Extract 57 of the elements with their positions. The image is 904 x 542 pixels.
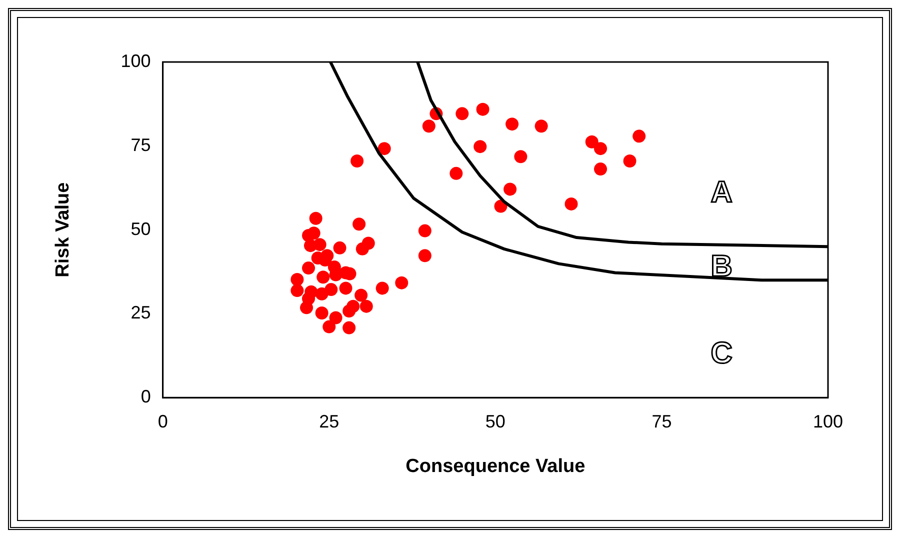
point	[316, 270, 330, 284]
point	[376, 282, 389, 295]
point	[342, 321, 356, 334]
point	[504, 182, 517, 196]
x-tick-label: 75	[652, 411, 672, 432]
point	[350, 154, 364, 168]
point	[418, 224, 432, 238]
point	[594, 142, 608, 156]
point	[585, 135, 598, 148]
point	[302, 262, 316, 275]
x-tick-label: 100	[812, 411, 844, 432]
point	[456, 107, 469, 120]
point	[329, 311, 342, 324]
point	[307, 226, 320, 240]
y-tick-label: 0	[140, 386, 151, 407]
point	[333, 241, 346, 254]
y-tick-label: 100	[120, 50, 151, 71]
point	[362, 236, 375, 250]
point	[623, 154, 636, 168]
point	[360, 300, 373, 313]
point	[534, 120, 548, 133]
point	[564, 197, 578, 210]
point	[315, 306, 328, 320]
point	[494, 200, 508, 213]
point	[506, 118, 519, 131]
y-axis-title: Risk Value	[52, 182, 74, 278]
y-tick-label: 25	[130, 302, 151, 323]
point	[322, 320, 336, 334]
y-tick-label: 75	[130, 134, 151, 155]
point	[474, 140, 487, 154]
point	[594, 162, 608, 176]
point	[395, 276, 408, 290]
annotation: B	[710, 250, 732, 283]
point	[632, 130, 646, 143]
point	[352, 218, 366, 231]
point	[378, 142, 391, 156]
annotation: A	[710, 176, 732, 209]
point	[290, 284, 304, 298]
point	[300, 301, 314, 314]
annotation: C	[710, 336, 732, 370]
x-tick-label: 25	[319, 411, 340, 432]
point	[342, 304, 356, 318]
x-axis-title: Consequence Value	[406, 456, 586, 477]
point	[422, 120, 436, 133]
point	[354, 288, 368, 302]
point	[290, 272, 304, 286]
point	[514, 150, 528, 164]
y-tick-label: 50	[130, 218, 151, 239]
point	[324, 283, 338, 296]
point	[309, 212, 322, 225]
point	[450, 166, 463, 180]
point	[313, 238, 326, 252]
point	[476, 102, 490, 116]
point	[339, 282, 352, 295]
x-tick-label: 50	[485, 411, 506, 432]
x-tick-label: 0	[158, 411, 168, 432]
point	[418, 249, 432, 262]
